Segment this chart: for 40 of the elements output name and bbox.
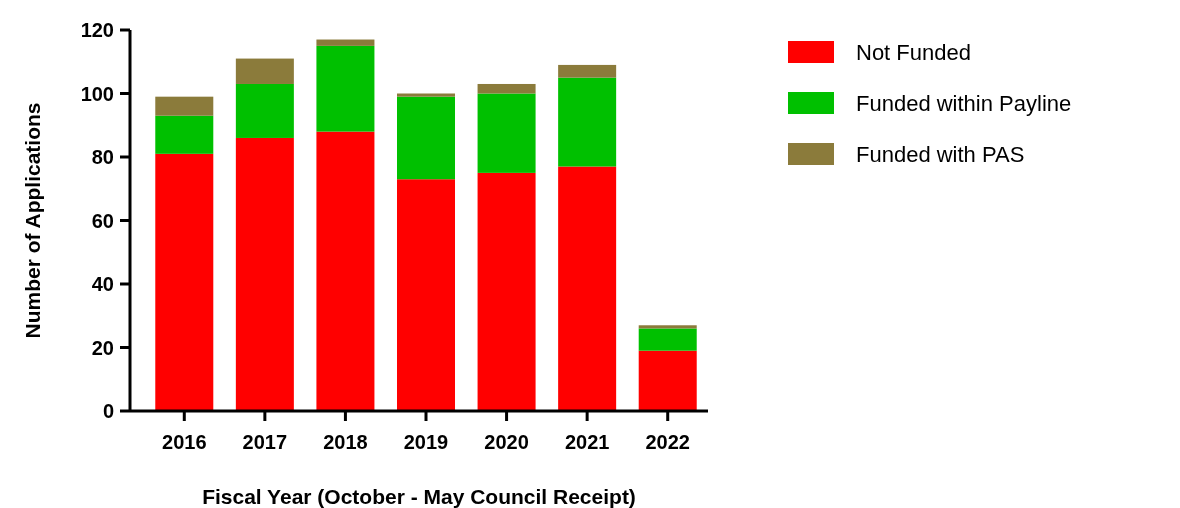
- bar: [396, 96, 456, 180]
- bar: [155, 96, 214, 116]
- bar: [477, 93, 536, 173]
- bar: [235, 58, 294, 84]
- x-tick-label: 2017: [242, 431, 288, 453]
- x-tick-label: 2020: [484, 431, 529, 453]
- bar: [316, 39, 375, 46]
- y-tick-label: 100: [80, 82, 114, 105]
- x-tick-label: 2022: [645, 431, 690, 453]
- legend-label: Funded with PAS: [856, 141, 1025, 167]
- bar: [638, 325, 697, 329]
- y-axis-title: Number of Applications: [21, 102, 44, 339]
- legend-label: Funded within Payline: [856, 90, 1072, 116]
- bar: [558, 77, 617, 167]
- x-tick-label: 2018: [323, 431, 368, 453]
- bar: [155, 153, 214, 411]
- bar: [316, 45, 375, 132]
- y-tick-label: 60: [91, 209, 114, 232]
- bar: [477, 172, 536, 411]
- y-tick-label: 20: [91, 336, 114, 359]
- x-tick-label: 2021: [564, 431, 610, 453]
- legend-label: Not Funded: [856, 39, 971, 65]
- bar: [155, 115, 214, 154]
- x-tick-label: 2016: [162, 431, 207, 453]
- y-tick-label: 80: [91, 146, 114, 168]
- bar: [396, 179, 456, 411]
- bar: [235, 83, 294, 138]
- bar: [638, 328, 697, 351]
- y-tick-label: 0: [102, 400, 114, 422]
- bar: [316, 131, 375, 411]
- y-tick-label: 120: [80, 19, 114, 41]
- bar: [638, 350, 697, 411]
- x-axis-title: Fiscal Year (October - May Council Receipt): [202, 485, 636, 508]
- x-tick-label: 2019: [403, 431, 449, 453]
- bar: [558, 64, 617, 78]
- bar: [396, 93, 456, 97]
- bar: [558, 166, 617, 411]
- bar: [477, 83, 536, 94]
- bar: [235, 137, 294, 411]
- y-tick-label: 40: [91, 273, 114, 295]
